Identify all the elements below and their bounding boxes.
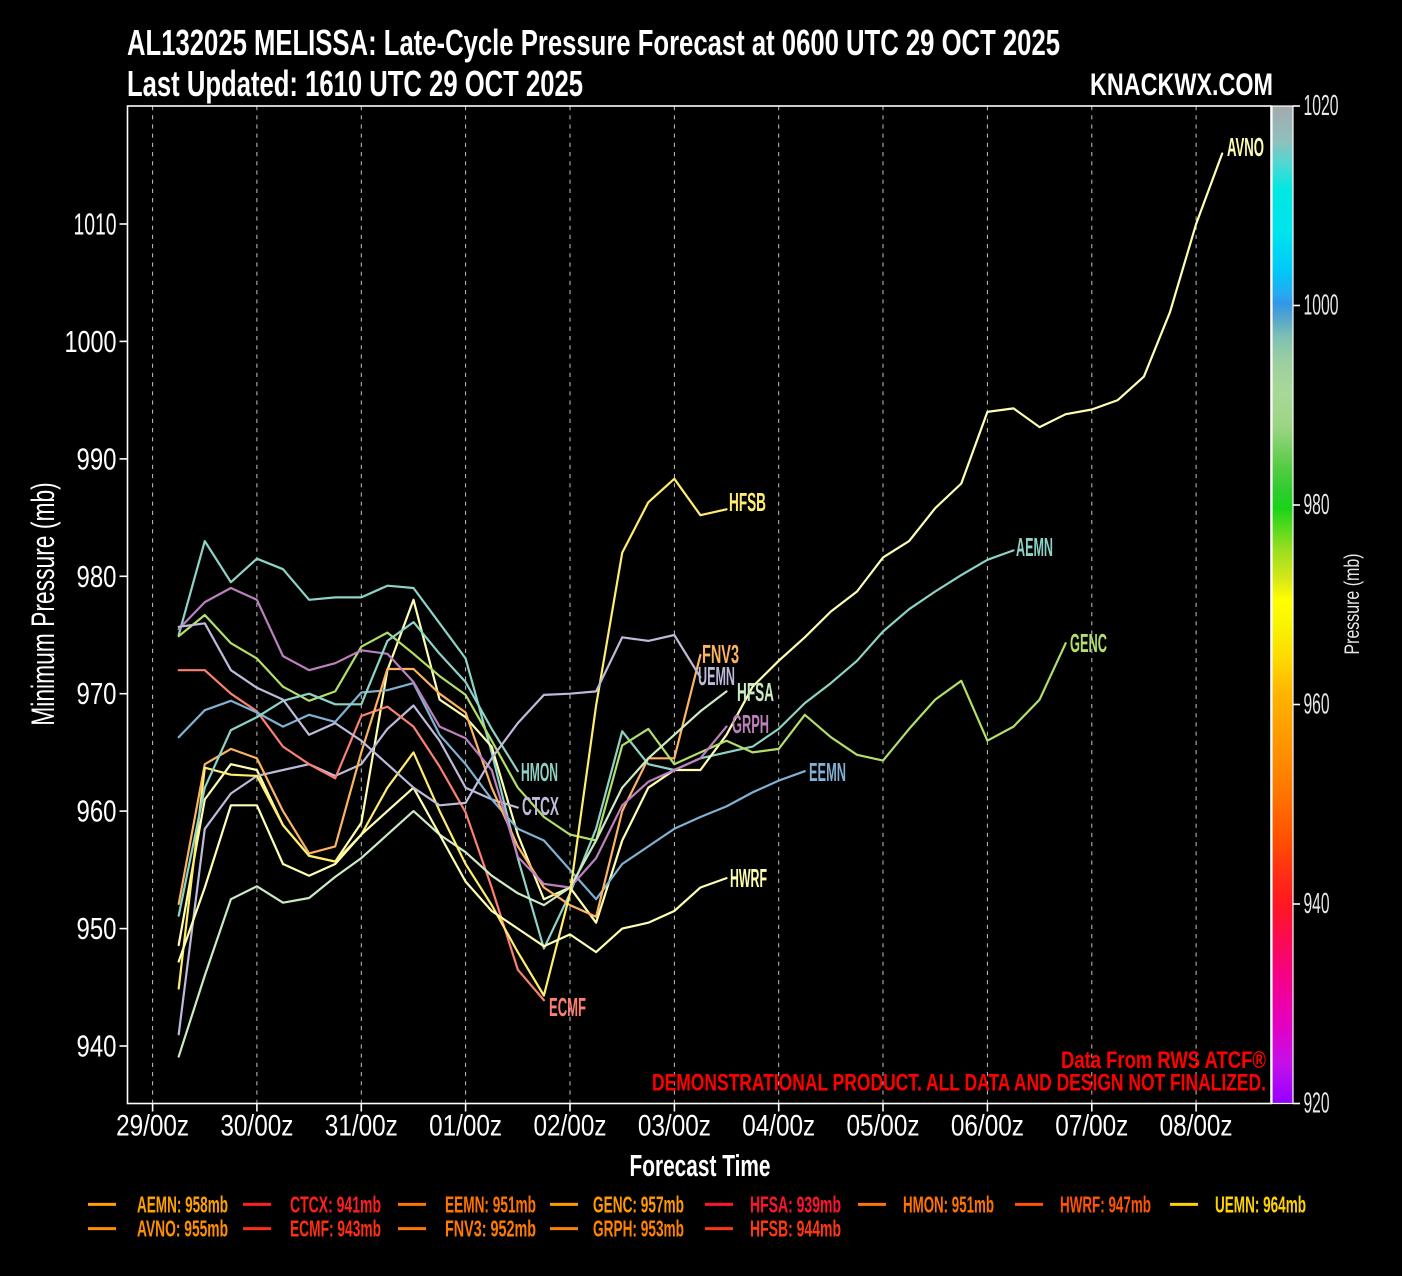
svg-text:AEMN: 958mb: AEMN: 958mb (137, 1191, 228, 1217)
svg-text:06/00z: 06/00z (951, 1110, 1024, 1143)
svg-text:CTCX: CTCX (522, 791, 559, 821)
svg-text:FNV3: 952mb: FNV3: 952mb (445, 1216, 536, 1242)
svg-text:HWRF: HWRF (730, 863, 767, 893)
svg-text:HFSA: HFSA (737, 677, 774, 707)
svg-text:ECMF: 943mb: ECMF: 943mb (290, 1216, 381, 1242)
svg-text:980: 980 (77, 559, 117, 594)
svg-text:AL132025 MELISSA: Late-Cycle P: AL132025 MELISSA: Late-Cycle Pressure Fo… (127, 22, 1060, 63)
svg-text:HFSB: HFSB (729, 487, 766, 517)
svg-text:ECMF: ECMF (549, 992, 586, 1022)
svg-text:GENC: GENC (1070, 628, 1107, 658)
svg-text:GRPH: 953mb: GRPH: 953mb (593, 1216, 684, 1242)
svg-text:Forecast Time: Forecast Time (630, 1148, 771, 1183)
svg-text:31/00z: 31/00z (325, 1110, 398, 1143)
svg-text:04/00z: 04/00z (742, 1110, 815, 1143)
svg-text:960: 960 (1304, 689, 1330, 721)
svg-text:KNACKWX.COM: KNACKWX.COM (1090, 66, 1273, 102)
svg-text:1000: 1000 (65, 324, 117, 359)
svg-text:940: 940 (1304, 888, 1330, 920)
svg-text:AEMN: AEMN (1016, 532, 1053, 562)
svg-text:HFSB: 944mb: HFSB: 944mb (750, 1216, 841, 1242)
svg-text:07/00z: 07/00z (1055, 1110, 1128, 1143)
svg-text:UEMN: 964mb: UEMN: 964mb (1215, 1191, 1306, 1217)
svg-text:UEMN: UEMN (698, 661, 735, 691)
svg-text:940: 940 (77, 1029, 117, 1064)
svg-text:30/00z: 30/00z (220, 1110, 293, 1143)
svg-text:Pressure (mb): Pressure (mb) (1341, 554, 1364, 655)
svg-text:960: 960 (77, 794, 117, 829)
svg-text:1010: 1010 (74, 207, 117, 242)
svg-text:GENC: 957mb: GENC: 957mb (593, 1191, 684, 1217)
svg-text:FNV3: FNV3 (702, 639, 739, 669)
svg-text:EEMN: 951mb: EEMN: 951mb (445, 1191, 536, 1217)
svg-text:HFSA: 939mb: HFSA: 939mb (750, 1191, 841, 1217)
svg-text:980: 980 (1304, 489, 1330, 521)
svg-text:970: 970 (77, 676, 117, 711)
svg-text:990: 990 (77, 441, 117, 476)
svg-text:920: 920 (1304, 1088, 1330, 1120)
svg-text:Data From RWS ATCF®: Data From RWS ATCF® (1061, 1047, 1266, 1074)
svg-text:29/00z: 29/00z (116, 1110, 189, 1143)
svg-text:AVNO: AVNO (1227, 132, 1264, 162)
svg-text:02/00z: 02/00z (534, 1110, 607, 1143)
svg-text:1000: 1000 (1304, 290, 1339, 322)
svg-text:03/00z: 03/00z (638, 1110, 711, 1143)
svg-text:05/00z: 05/00z (847, 1110, 920, 1143)
svg-text:AVNO: 955mb: AVNO: 955mb (137, 1216, 228, 1242)
svg-text:Minimum Pressure (mb): Minimum Pressure (mb) (25, 482, 61, 726)
svg-text:DEMONSTRATIONAL PRODUCT. ALL D: DEMONSTRATIONAL PRODUCT. ALL DATA AND DE… (652, 1070, 1266, 1097)
svg-text:01/00z: 01/00z (429, 1110, 502, 1143)
svg-text:950: 950 (77, 911, 117, 946)
svg-text:HMON: HMON (521, 757, 558, 787)
svg-text:1020: 1020 (1304, 90, 1339, 122)
svg-text:HMON: 951mb: HMON: 951mb (903, 1191, 994, 1217)
svg-text:CTCX: 941mb: CTCX: 941mb (290, 1191, 381, 1217)
svg-text:GRPH: GRPH (732, 709, 769, 739)
svg-text:EEMN: EEMN (809, 757, 846, 787)
svg-text:HWRF: 947mb: HWRF: 947mb (1060, 1191, 1151, 1217)
svg-text:08/00z: 08/00z (1160, 1110, 1233, 1143)
svg-text:Last Updated: 1610 UTC 29 OCT: Last Updated: 1610 UTC 29 OCT 2025 (127, 63, 583, 104)
